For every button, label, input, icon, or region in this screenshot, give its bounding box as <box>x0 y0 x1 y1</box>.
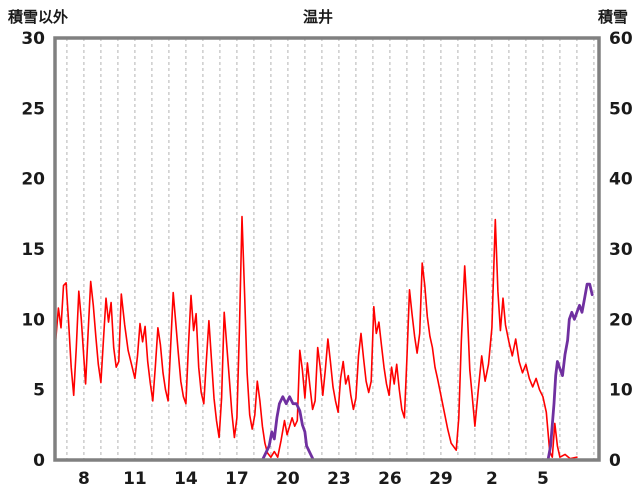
left-axis-tick-label: 25 <box>21 99 45 119</box>
right-axis-tick-label: 40 <box>609 170 633 190</box>
x-axis-tick-label: 29 <box>429 469 453 489</box>
x-axis-tick-label: 11 <box>123 469 147 489</box>
x-axis-tick-label: 2 <box>486 469 498 489</box>
left-axis-tick-label: 10 <box>21 310 45 330</box>
plot-frame <box>53 36 601 462</box>
right-axis-tick-label: 60 <box>609 29 633 49</box>
right-axis-tick-label: 50 <box>609 99 633 119</box>
right-axis-tick-label: 30 <box>609 240 633 260</box>
right-axis-label: 積雪 <box>597 8 628 26</box>
left-axis-tick-label: 15 <box>21 240 45 260</box>
x-axis-tick-label: 23 <box>327 469 351 489</box>
right-axis-tick-label: 20 <box>609 310 633 330</box>
left-axis-tick-label: 0 <box>33 451 45 471</box>
left-axis-label: 積雪以外 <box>8 8 69 26</box>
right-axis-tick-label: 10 <box>609 381 633 401</box>
x-axis-tick-label: 5 <box>537 469 549 489</box>
right-axis-tick-label: 0 <box>609 451 621 471</box>
x-axis-tick-label: 8 <box>78 469 90 489</box>
left-axis-tick-label: 30 <box>21 29 45 49</box>
series-line-red <box>54 215 578 460</box>
x-axis-tick-label: 26 <box>378 469 402 489</box>
chart-title: 温井 <box>302 8 333 26</box>
x-axis-tick-label: 17 <box>225 469 249 489</box>
left-axis-tick-label: 5 <box>33 381 45 401</box>
left-axis-tick-label: 20 <box>21 170 45 190</box>
x-axis-tick-label: 20 <box>276 469 300 489</box>
x-axis-tick-label: 14 <box>174 469 198 489</box>
